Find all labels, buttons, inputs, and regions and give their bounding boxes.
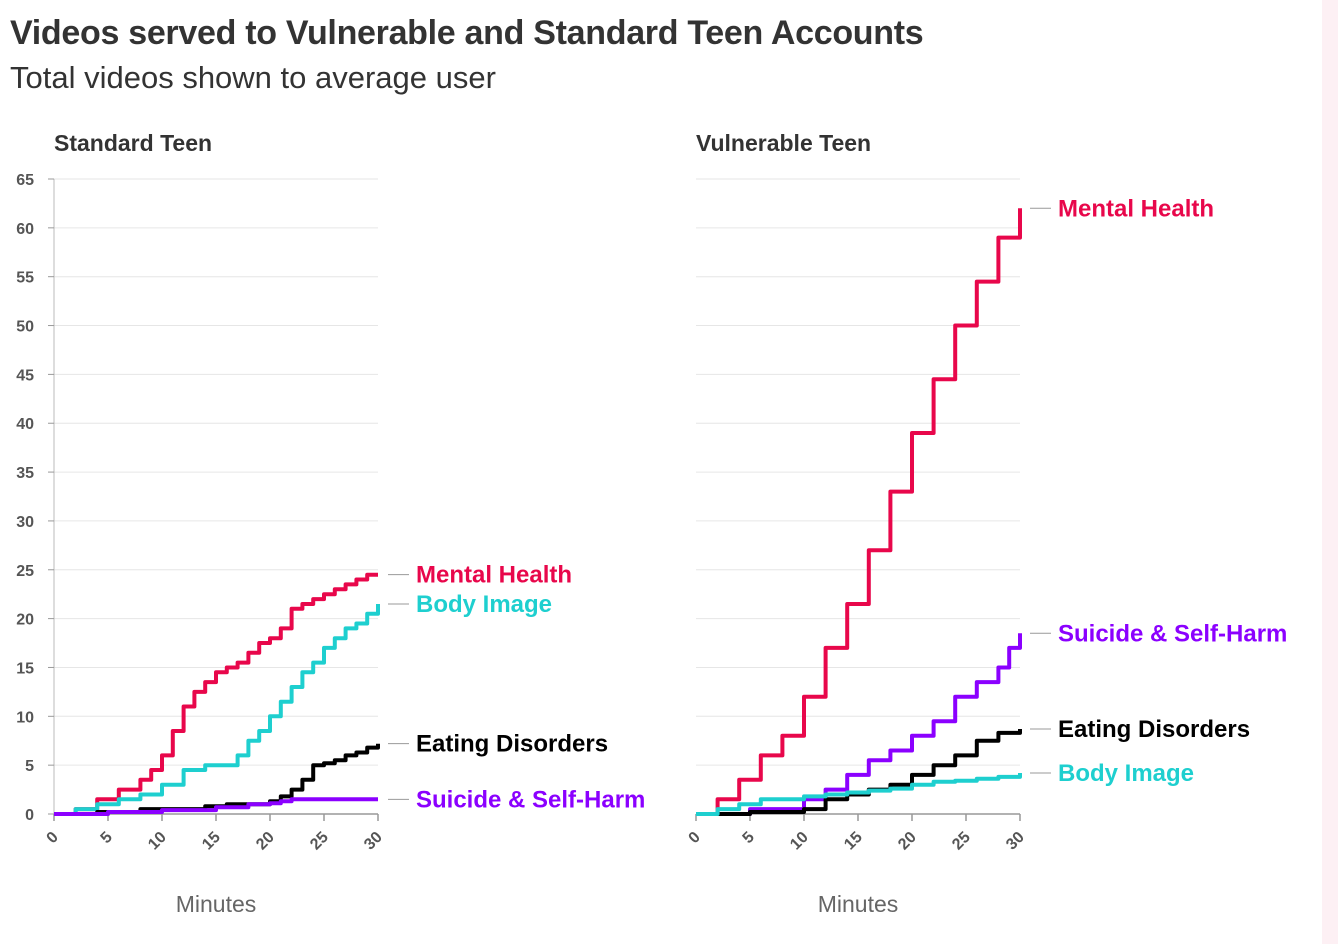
x-tick-label: 5 xyxy=(740,829,758,847)
x-tick-label: 15 xyxy=(841,829,866,854)
x-tick-label: 20 xyxy=(895,829,920,854)
y-tick-label: 45 xyxy=(16,367,34,384)
x-tick-label: 5 xyxy=(98,829,116,847)
y-tick-label: 60 xyxy=(16,221,34,238)
series-label-eating-disorders: Eating Disorders xyxy=(416,731,608,758)
x-tick-label: 15 xyxy=(199,829,224,854)
series-line-mental-health xyxy=(54,572,378,816)
y-tick-label: 50 xyxy=(16,319,34,336)
panel-title: Vulnerable Teen xyxy=(696,130,871,156)
series-label-suicide-self-harm: Suicide & Self-Harm xyxy=(416,786,645,813)
chart-title: Videos served to Vulnerable and Standard… xyxy=(10,14,924,52)
x-tick-label: 20 xyxy=(253,829,278,854)
x-tick-label: 25 xyxy=(949,829,974,854)
x-axis-title: Minutes xyxy=(818,891,899,917)
series-line-body-image xyxy=(54,604,380,816)
y-tick-label: 55 xyxy=(16,270,34,287)
y-tick-label: 10 xyxy=(16,709,34,726)
panel-title: Standard Teen xyxy=(54,130,212,156)
series-line-mental-health xyxy=(696,208,1022,816)
x-tick-label: 25 xyxy=(307,829,332,854)
y-tick-label: 65 xyxy=(16,172,34,189)
series-label-body-image: Body Image xyxy=(416,591,552,618)
series-label-suicide-self-harm: Suicide & Self-Harm xyxy=(1058,620,1287,647)
x-tick-label: 30 xyxy=(361,829,386,854)
x-axis-title: Minutes xyxy=(176,891,257,917)
y-tick-label: 35 xyxy=(16,465,34,482)
x-tick-label: 0 xyxy=(686,829,704,847)
y-tick-label: 0 xyxy=(25,807,34,824)
x-tick-label: 10 xyxy=(787,829,812,854)
series-label-mental-health: Mental Health xyxy=(1058,195,1214,222)
y-tick-label: 25 xyxy=(16,563,34,580)
series-label-mental-health: Mental Health xyxy=(416,562,572,589)
y-tick-label: 5 xyxy=(25,758,34,775)
chart-subtitle: Total videos shown to average user xyxy=(10,60,496,95)
series-label-eating-disorders: Eating Disorders xyxy=(1058,716,1250,743)
page-edge-strip xyxy=(1322,0,1338,944)
y-tick-label: 40 xyxy=(16,416,34,433)
y-tick-label: 30 xyxy=(16,514,34,531)
y-tick-label: 20 xyxy=(16,612,34,629)
series-line-eating-disorders xyxy=(696,729,1022,816)
series-label-body-image: Body Image xyxy=(1058,760,1194,787)
x-tick-label: 10 xyxy=(145,829,170,854)
x-tick-label: 30 xyxy=(1003,829,1028,854)
series-line-suicide-self-harm xyxy=(696,633,1022,816)
series-line-suicide-self-harm xyxy=(54,797,378,816)
y-tick-label: 15 xyxy=(16,660,34,677)
x-tick-label: 0 xyxy=(44,829,62,847)
series-line-body-image xyxy=(696,773,1022,816)
